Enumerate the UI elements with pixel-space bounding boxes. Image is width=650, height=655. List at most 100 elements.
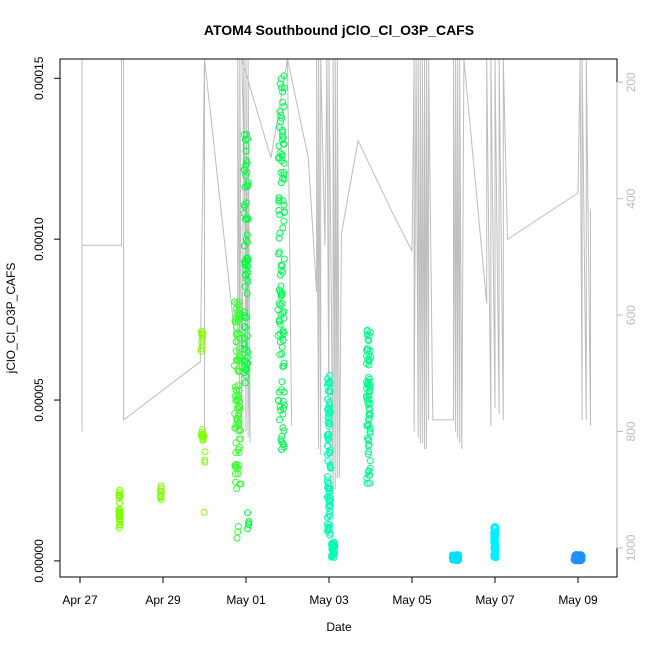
data-point [199, 334, 207, 342]
data-point [279, 88, 287, 96]
data-point [276, 271, 284, 279]
data-point [232, 330, 240, 338]
data-point [279, 309, 287, 317]
data-point [280, 140, 288, 148]
data-point [280, 330, 288, 338]
data-point [241, 363, 249, 371]
data-point [242, 171, 250, 179]
data-point [324, 524, 332, 532]
x-axis-label: Date [326, 620, 352, 634]
data-point [279, 224, 287, 232]
data-point [201, 456, 209, 464]
data-point [197, 345, 205, 353]
data-point [244, 179, 252, 186]
data-point [237, 427, 244, 435]
data-point [275, 397, 282, 405]
data-point [233, 464, 240, 472]
data-point [232, 338, 240, 346]
data-point [324, 418, 332, 426]
data-point [240, 131, 248, 139]
data-point [278, 136, 286, 144]
data-point [280, 359, 288, 367]
data-point [236, 443, 243, 451]
data-point [198, 342, 206, 350]
data-point [276, 416, 283, 424]
data-point [275, 194, 283, 202]
data-point [231, 298, 239, 306]
altitude-track-line [81, 59, 591, 490]
data-point [197, 347, 205, 355]
data-point [241, 283, 249, 291]
data-point [242, 372, 250, 380]
data-point [364, 468, 372, 476]
data-point [276, 229, 284, 237]
data-point [243, 275, 251, 283]
data-point [279, 440, 287, 448]
data-point [231, 424, 239, 432]
data-point [232, 478, 240, 486]
data-point [200, 508, 208, 516]
data-point [115, 524, 123, 532]
y-tick-label: 0.00005 [32, 378, 46, 422]
data-point [241, 166, 248, 174]
data-point [326, 501, 334, 509]
data-point [240, 311, 248, 319]
data-point [365, 357, 373, 365]
data-point [277, 179, 285, 187]
y2-tick-label: 600 [624, 305, 638, 325]
data-point [329, 550, 337, 558]
data-point [231, 362, 238, 370]
data-point [244, 135, 252, 143]
data-point [364, 336, 372, 344]
data-point [325, 479, 333, 487]
data-point [323, 520, 331, 528]
data-point [276, 288, 284, 296]
data-point [277, 386, 285, 394]
data-point [327, 464, 335, 472]
data-point [243, 159, 251, 167]
data-point [234, 392, 242, 400]
data-point [326, 378, 334, 386]
data-point [449, 551, 457, 559]
data-point [233, 534, 241, 542]
data-point [275, 388, 283, 396]
data-point [243, 257, 251, 265]
data-point [278, 114, 286, 122]
data-point [278, 300, 286, 307]
y-tick-label: 0.00010 [32, 217, 46, 261]
data-point [234, 356, 241, 364]
data-point [235, 314, 242, 322]
data-point [243, 131, 250, 138]
data-point [198, 331, 206, 339]
data-point [490, 523, 498, 531]
x-tick-label: Apr 27 [62, 593, 98, 607]
y-tick-label: 0.00000 [32, 539, 46, 583]
x-axis: Apr 27 Apr 29 May 01 May 03 May 05 May 07 May … [62, 576, 598, 607]
data-point [115, 488, 123, 496]
data-point [279, 424, 287, 432]
data-point [157, 496, 165, 504]
data-point [242, 216, 250, 223]
data-point [276, 403, 284, 411]
data-point [201, 458, 209, 466]
data-point [324, 404, 332, 412]
data-point [242, 271, 249, 278]
x-tick-label: Apr 29 [145, 593, 181, 607]
data-point [199, 430, 207, 438]
data-point [326, 497, 334, 505]
y2-tick-label: 400 [624, 188, 638, 208]
data-point [366, 427, 374, 435]
data-point [279, 175, 287, 183]
data-point [242, 324, 249, 332]
data-point [366, 400, 374, 408]
data-point [323, 513, 331, 521]
data-point [325, 398, 333, 406]
data-point [280, 171, 288, 179]
data-point [242, 199, 250, 207]
data-point [233, 323, 240, 331]
x-tick-label: May 01 [226, 593, 266, 607]
data-point [236, 403, 244, 411]
data-point [366, 387, 374, 395]
data-point [366, 411, 374, 419]
data-point [324, 431, 332, 439]
